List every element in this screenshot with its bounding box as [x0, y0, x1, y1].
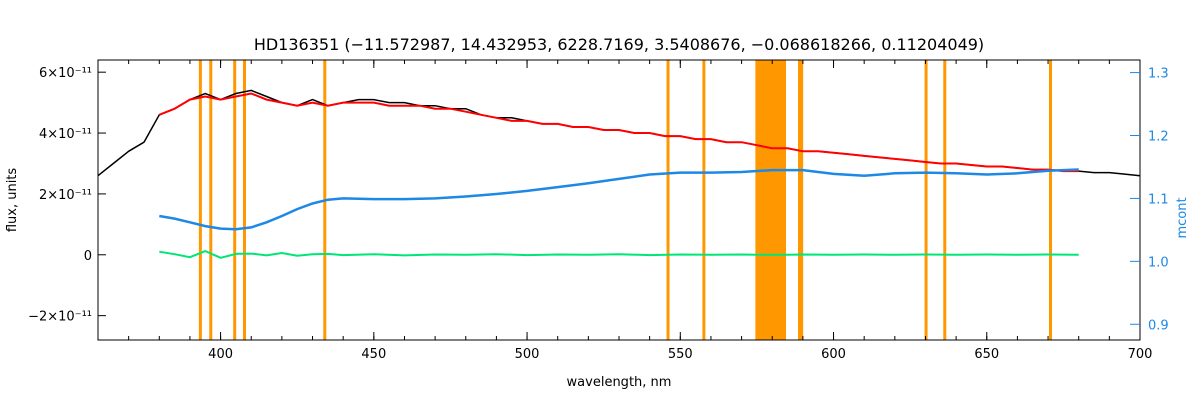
series-residual: [159, 250, 1079, 259]
masked-regions: [198, 60, 1053, 340]
y-axis: −2×10⁻¹¹ 0 2×10⁻¹¹ 4×10⁻¹¹ 6×10⁻¹¹: [28, 66, 106, 325]
x-tick-label: 450: [361, 347, 386, 362]
masked-band: [755, 60, 787, 340]
x-tick-label: 650: [974, 347, 999, 362]
y-axis-label: flux, units: [5, 168, 20, 233]
x-tick-label: 550: [668, 347, 693, 362]
y-tick-label: 0: [84, 249, 92, 264]
y-tick-label: 2×10⁻¹¹: [39, 188, 92, 203]
series-layer: [97, 89, 1141, 259]
series-model: [158, 92, 1079, 173]
series-continuum: [159, 168, 1079, 231]
plot-frame: [97, 59, 1141, 341]
x-tick-label: 700: [1128, 347, 1153, 362]
y2-tick-label: 1.3: [1148, 67, 1169, 82]
y2-tick-label: 1.0: [1148, 255, 1169, 270]
x-axis-label: wavelength, nm: [567, 375, 672, 390]
y-tick-label: −2×10⁻¹¹: [28, 310, 92, 325]
x-axis: 400 450 500 550 600 650 700: [97, 60, 1153, 362]
x-tick-label: 400: [208, 347, 233, 362]
y2-axis: 0.9 1.0 1.1 1.2 1.3: [1130, 67, 1169, 333]
y2-tick-label: 1.1: [1148, 192, 1169, 207]
y2-axis-label: mcont: [1175, 197, 1190, 238]
y2-tick-label: 0.9: [1148, 318, 1169, 333]
series-observed: [97, 89, 1141, 177]
y2-tick-label: 1.2: [1148, 130, 1169, 145]
x-tick-label: 600: [821, 347, 846, 362]
y-tick-label: 6×10⁻¹¹: [39, 66, 92, 81]
y-tick-label: 4×10⁻¹¹: [39, 127, 92, 142]
chart-title: HD136351 (−11.572987, 14.432953, 6228.71…: [254, 35, 984, 54]
x-tick-label: 500: [515, 347, 540, 362]
